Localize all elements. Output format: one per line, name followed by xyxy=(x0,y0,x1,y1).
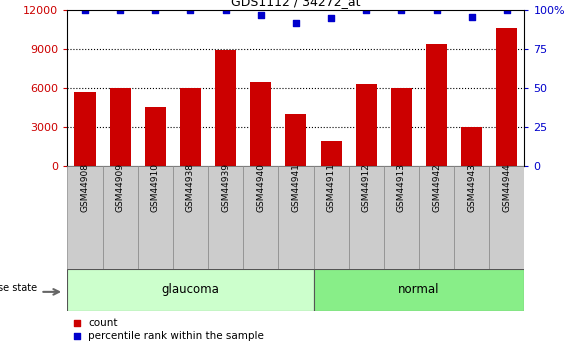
Bar xyxy=(285,114,306,166)
Point xyxy=(432,8,441,13)
Title: GDS1112 / 34272_at: GDS1112 / 34272_at xyxy=(231,0,360,8)
Point xyxy=(80,8,90,13)
Text: GSM44943: GSM44943 xyxy=(467,163,476,212)
FancyBboxPatch shape xyxy=(173,166,208,269)
Point xyxy=(374,124,384,129)
Bar xyxy=(426,44,447,166)
Point xyxy=(115,8,125,13)
Point xyxy=(362,8,371,13)
Point xyxy=(326,15,336,21)
Bar xyxy=(321,141,342,166)
Point xyxy=(397,8,406,13)
FancyBboxPatch shape xyxy=(349,166,384,269)
Point xyxy=(467,14,476,19)
Text: GSM44910: GSM44910 xyxy=(151,163,160,212)
FancyBboxPatch shape xyxy=(454,166,489,269)
Bar xyxy=(74,92,96,166)
Point xyxy=(374,248,384,253)
Text: normal: normal xyxy=(398,283,440,296)
Bar xyxy=(356,84,377,166)
FancyBboxPatch shape xyxy=(314,269,524,310)
Point xyxy=(291,20,301,26)
FancyBboxPatch shape xyxy=(138,166,173,269)
Text: GSM44911: GSM44911 xyxy=(326,163,336,212)
FancyBboxPatch shape xyxy=(489,166,524,269)
Text: GSM44908: GSM44908 xyxy=(80,163,90,212)
FancyBboxPatch shape xyxy=(384,166,419,269)
Text: GSM44912: GSM44912 xyxy=(362,163,371,212)
Point xyxy=(256,12,265,18)
Bar xyxy=(496,28,517,166)
Text: GSM44942: GSM44942 xyxy=(432,164,441,212)
Text: GSM44938: GSM44938 xyxy=(186,163,195,212)
FancyBboxPatch shape xyxy=(67,269,314,310)
Bar xyxy=(180,88,201,166)
FancyBboxPatch shape xyxy=(208,166,243,269)
FancyBboxPatch shape xyxy=(103,166,138,269)
Point xyxy=(186,8,195,13)
Bar xyxy=(145,107,166,166)
Text: GSM44913: GSM44913 xyxy=(397,163,406,212)
Bar xyxy=(461,127,482,166)
Point xyxy=(221,8,230,13)
Text: GSM44909: GSM44909 xyxy=(115,163,125,212)
Text: count: count xyxy=(88,318,117,328)
Point xyxy=(502,8,512,13)
Bar xyxy=(215,50,236,166)
Text: disease state: disease state xyxy=(0,283,37,293)
Bar xyxy=(250,81,271,166)
FancyBboxPatch shape xyxy=(278,166,314,269)
Text: GSM44944: GSM44944 xyxy=(502,164,512,212)
Text: percentile rank within the sample: percentile rank within the sample xyxy=(88,331,264,341)
FancyBboxPatch shape xyxy=(419,166,454,269)
FancyBboxPatch shape xyxy=(243,166,278,269)
Text: GSM44940: GSM44940 xyxy=(256,163,265,212)
FancyBboxPatch shape xyxy=(314,166,349,269)
Bar xyxy=(391,88,412,166)
Text: glaucoma: glaucoma xyxy=(162,283,219,296)
Bar xyxy=(110,88,131,166)
Point xyxy=(151,8,160,13)
FancyBboxPatch shape xyxy=(67,166,103,269)
Text: GSM44941: GSM44941 xyxy=(291,163,301,212)
Text: GSM44939: GSM44939 xyxy=(221,163,230,212)
